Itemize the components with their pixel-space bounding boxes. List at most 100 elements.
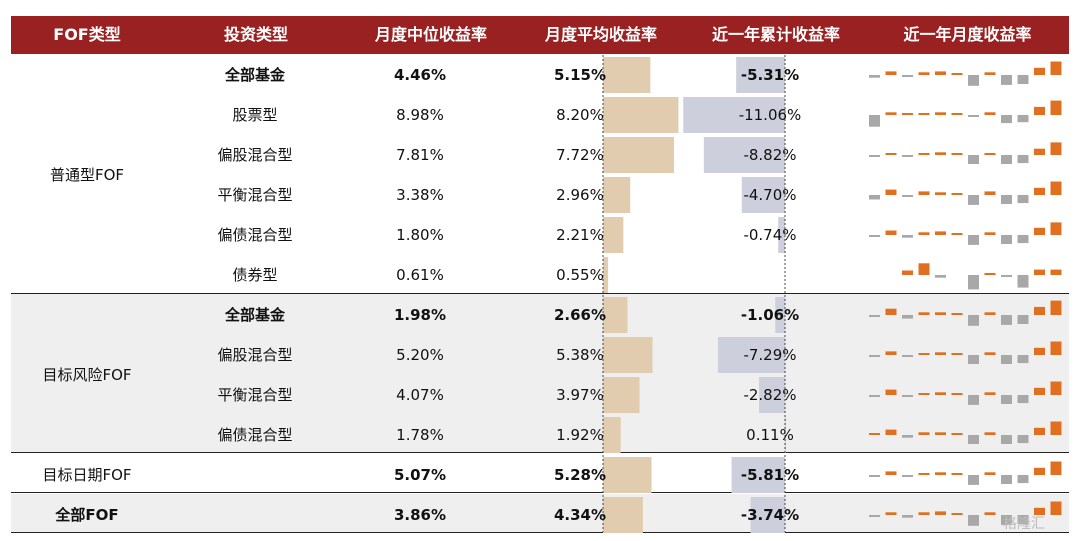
monthly-return-bar [902, 75, 913, 77]
divider [11, 492, 1069, 493]
cum-return-bar [759, 377, 785, 413]
monthly-return-bar [902, 355, 913, 357]
mean-return-bar [603, 377, 640, 413]
monthly-return-bar [1001, 475, 1012, 484]
median-return-value: 4.46% [393, 66, 447, 84]
monthly-return-bar [1050, 501, 1062, 515]
mean-return-value: 1.92% [556, 426, 604, 444]
monthly-return-bar [1050, 461, 1062, 475]
median-return-value: 5.20% [396, 346, 444, 364]
fof-group-label: 目标风险FOF [42, 366, 132, 384]
mean-return-bar [603, 97, 679, 133]
monthly-return-bar [951, 113, 963, 115]
monthly-return-bar [902, 155, 913, 157]
monthly-return-bar [869, 155, 880, 157]
monthly-return-bar [951, 233, 963, 235]
monthly-return-bar [902, 475, 913, 477]
fof-group-label: 普通型FOF [49, 166, 125, 184]
mean-return-bar [603, 257, 609, 293]
monthly-return-bar [1034, 187, 1045, 195]
cum-return-bar [736, 57, 785, 93]
monthly-return-bar [902, 235, 913, 238]
monthly-return-bar [918, 191, 930, 195]
invest-type-label: 偏债混合型 [217, 226, 293, 244]
monthly-return-bar [885, 230, 897, 235]
monthly-return-bar [951, 313, 963, 315]
monthly-return-bar [902, 195, 913, 197]
mean-return-bar [603, 297, 628, 333]
monthly-return-bar [918, 263, 930, 275]
invest-type-label: 偏股混合型 [217, 346, 293, 364]
monthly-return-bar [1050, 61, 1062, 75]
monthly-return-bar [1034, 467, 1045, 475]
monthly-return-bar [968, 475, 979, 485]
monthly-return-bar [968, 275, 979, 290]
monthly-return-bar [1001, 275, 1012, 277]
median-return-value: 3.38% [396, 186, 444, 204]
monthly-return-bar [1001, 315, 1012, 325]
monthly-return-bar [869, 235, 880, 237]
median-return-value: 4.07% [396, 386, 444, 404]
header-mean: 月度平均收益率 [544, 25, 657, 44]
monthly-return-bar [968, 435, 979, 444]
median-return-value: 1.98% [393, 306, 447, 324]
monthly-return-bar [1001, 355, 1012, 364]
monthly-return-bar [918, 312, 930, 315]
monthly-return-bar [935, 152, 946, 155]
monthly-return-bar [1034, 387, 1045, 395]
monthly-return-bar [1050, 269, 1062, 275]
table-header: FOF类型 投资类型 月度中位收益率 月度平均收益率 近一年累计收益率 近一年月… [11, 16, 1069, 54]
monthly-return-bar [951, 513, 963, 515]
median-return-value: 5.07% [393, 466, 447, 484]
monthly-return-bar [1001, 235, 1012, 244]
monthly-return-bar [968, 355, 979, 364]
monthly-return-bar [918, 113, 930, 115]
invest-type-label: 平衡混合型 [217, 186, 293, 204]
cum-return-value: 0.11% [746, 426, 794, 444]
mean-return-bar [603, 57, 651, 93]
header-median: 月度中位收益率 [374, 25, 487, 44]
median-return-value: 8.98% [396, 106, 444, 124]
cum-return-bar [703, 137, 785, 173]
monthly-return-bar [968, 155, 979, 164]
monthly-return-bar [1001, 435, 1012, 444]
monthly-return-bar [869, 475, 880, 477]
cum-return-bar [778, 217, 785, 253]
median-return-value: 0.61% [396, 266, 444, 284]
monthly-return-bar [935, 511, 946, 515]
invest-type-label: 偏股混合型 [217, 146, 293, 164]
monthly-return-bar [918, 353, 930, 355]
monthly-return-bar [1017, 195, 1029, 204]
monthly-return-bar [885, 512, 897, 515]
mean-return-value: 4.34% [553, 506, 607, 524]
monthly-return-bar [951, 433, 963, 435]
monthly-return-bar [1050, 181, 1062, 195]
cum-return-bar [683, 97, 785, 133]
mean-return-bar [603, 457, 652, 493]
monthly-return-bar [1034, 427, 1045, 435]
monthly-return-bar [951, 473, 963, 475]
monthly-return-bar [918, 512, 930, 515]
monthly-return-bar [1050, 421, 1062, 435]
monthly-return-bar [984, 392, 996, 395]
mean-return-value: 2.66% [553, 306, 607, 324]
monthly-return-bar [1017, 315, 1029, 324]
invest-type-label: 偏债混合型 [217, 426, 293, 444]
header-monthly: 近一年月度收益率 [903, 25, 1032, 44]
monthly-return-bar [1034, 227, 1045, 235]
mean-return-bar [603, 217, 624, 253]
cum-return-value: -5.31% [740, 66, 800, 84]
monthly-return-bar [968, 395, 979, 405]
monthly-return-bar [902, 113, 913, 115]
monthly-return-bar [984, 72, 996, 75]
cum-return-value: -7.29% [743, 346, 797, 364]
monthly-return-bar [968, 235, 979, 245]
monthly-return-bar [1017, 355, 1029, 364]
invest-type-label: 股票型 [232, 106, 278, 124]
monthly-return-bar [1034, 269, 1045, 275]
monthly-return-bar [918, 393, 930, 395]
header-cum: 近一年累计收益率 [711, 25, 840, 44]
monthly-return-bar [1050, 341, 1062, 355]
monthly-return-bar [1017, 395, 1029, 404]
cum-return-bar [775, 297, 785, 333]
